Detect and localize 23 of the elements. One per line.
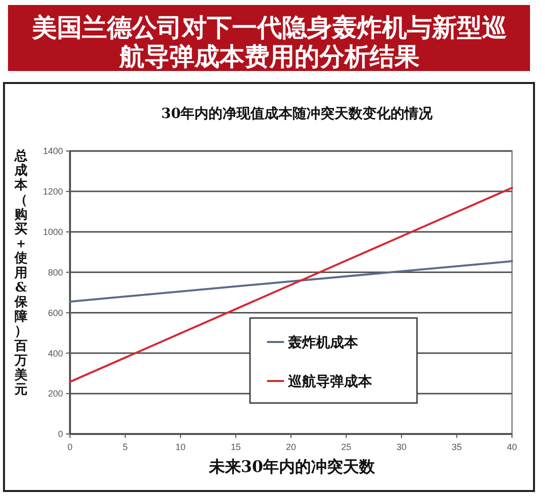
- y-tick-label: 600: [48, 308, 63, 318]
- y-tick-label: 1200: [42, 186, 63, 197]
- y-tick-label: 1000: [42, 227, 63, 238]
- y-tick-label: 1400: [42, 146, 63, 156]
- x-tick-label: 40: [506, 442, 518, 452]
- y-tick-label: 800: [48, 267, 63, 278]
- chart-title: 美国兰德公司对下一代隐身轰炸机与新型巡航导弹成本费用的分析结果: [31, 13, 507, 71]
- x-tick-label: 25: [341, 442, 352, 452]
- x-tick-label: 0: [67, 442, 73, 452]
- x-tick-label: 10: [175, 442, 186, 452]
- text: 总成本（购买＋使用&保障）百万美元: [14, 149, 28, 398]
- legend-label: 巡航导弹成本: [287, 372, 373, 390]
- y-tick-label: 0: [58, 429, 63, 440]
- x-tick-label: 5: [122, 442, 128, 452]
- y-tick-label: 400: [48, 348, 63, 358]
- legend-label: 轰炸机成本: [287, 334, 359, 351]
- x-tick-label: 20: [286, 442, 296, 452]
- chart-subtitle: 30年内的净现值成本随冲突天数变化的情况: [161, 105, 434, 122]
- y-tick-label: 200: [48, 388, 63, 399]
- x-tick-label: 30: [396, 442, 407, 452]
- x-axis-title: 未来30年内的冲突天数: [208, 457, 376, 476]
- x-tick-label: 15: [230, 442, 241, 452]
- x-tick-label: 35: [452, 442, 462, 452]
